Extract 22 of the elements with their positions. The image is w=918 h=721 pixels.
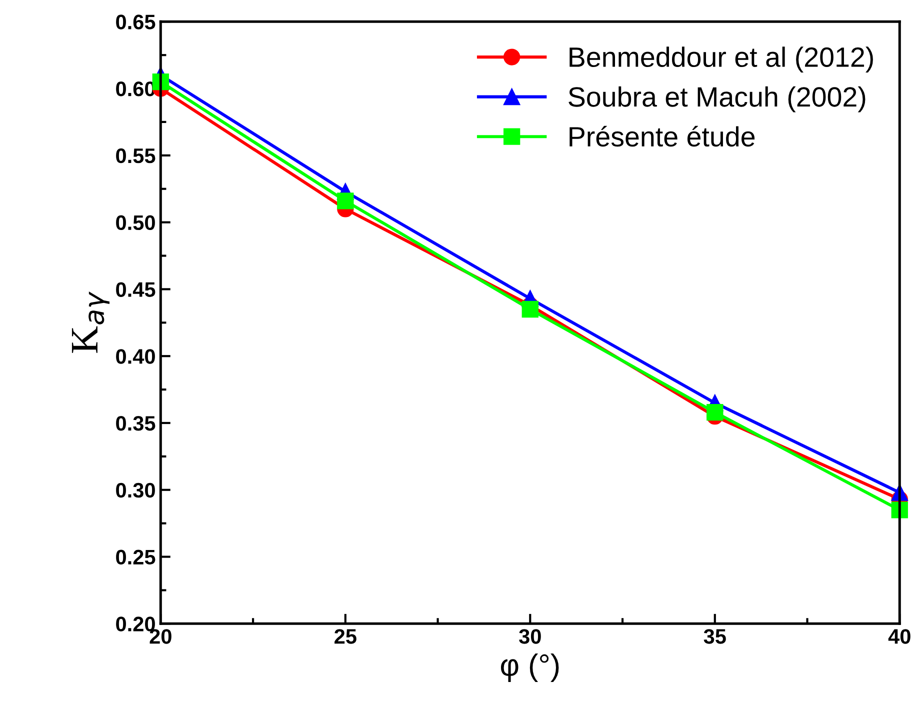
legend-label: Benmeddour et al (2012) bbox=[570, 46, 873, 73]
y-tick-label: 0.45 bbox=[116, 282, 156, 297]
x-tick-label: 20 bbox=[150, 629, 172, 644]
x-tick-label: 25 bbox=[334, 629, 356, 644]
y-tick-label: 0.20 bbox=[116, 616, 155, 632]
y-axis-title: K$_{aγ}$ bbox=[72, 292, 110, 353]
point bbox=[706, 404, 724, 421]
legend-label: Présente étude bbox=[570, 126, 755, 147]
legend-label: Soubra et Macuh (2002) bbox=[568, 86, 866, 112]
y-tick-label: 0.30 bbox=[116, 482, 155, 498]
y-tick-label: 0.50 bbox=[116, 215, 155, 230]
y-tick-label: 0.35 bbox=[116, 416, 156, 431]
x-tick-label: 40 bbox=[888, 629, 910, 644]
y-tick-label: 0.40 bbox=[116, 349, 155, 364]
x-tick-label: 35 bbox=[704, 629, 726, 644]
y-tick-label: 0.65 bbox=[116, 14, 156, 30]
y-tick-label: 0.55 bbox=[116, 148, 156, 164]
x-axis-title: φ (°) bbox=[500, 654, 559, 682]
point bbox=[522, 300, 538, 318]
point bbox=[337, 192, 354, 210]
x-tick-label: 30 bbox=[519, 629, 541, 644]
y-tick-label: 0.25 bbox=[116, 550, 156, 565]
